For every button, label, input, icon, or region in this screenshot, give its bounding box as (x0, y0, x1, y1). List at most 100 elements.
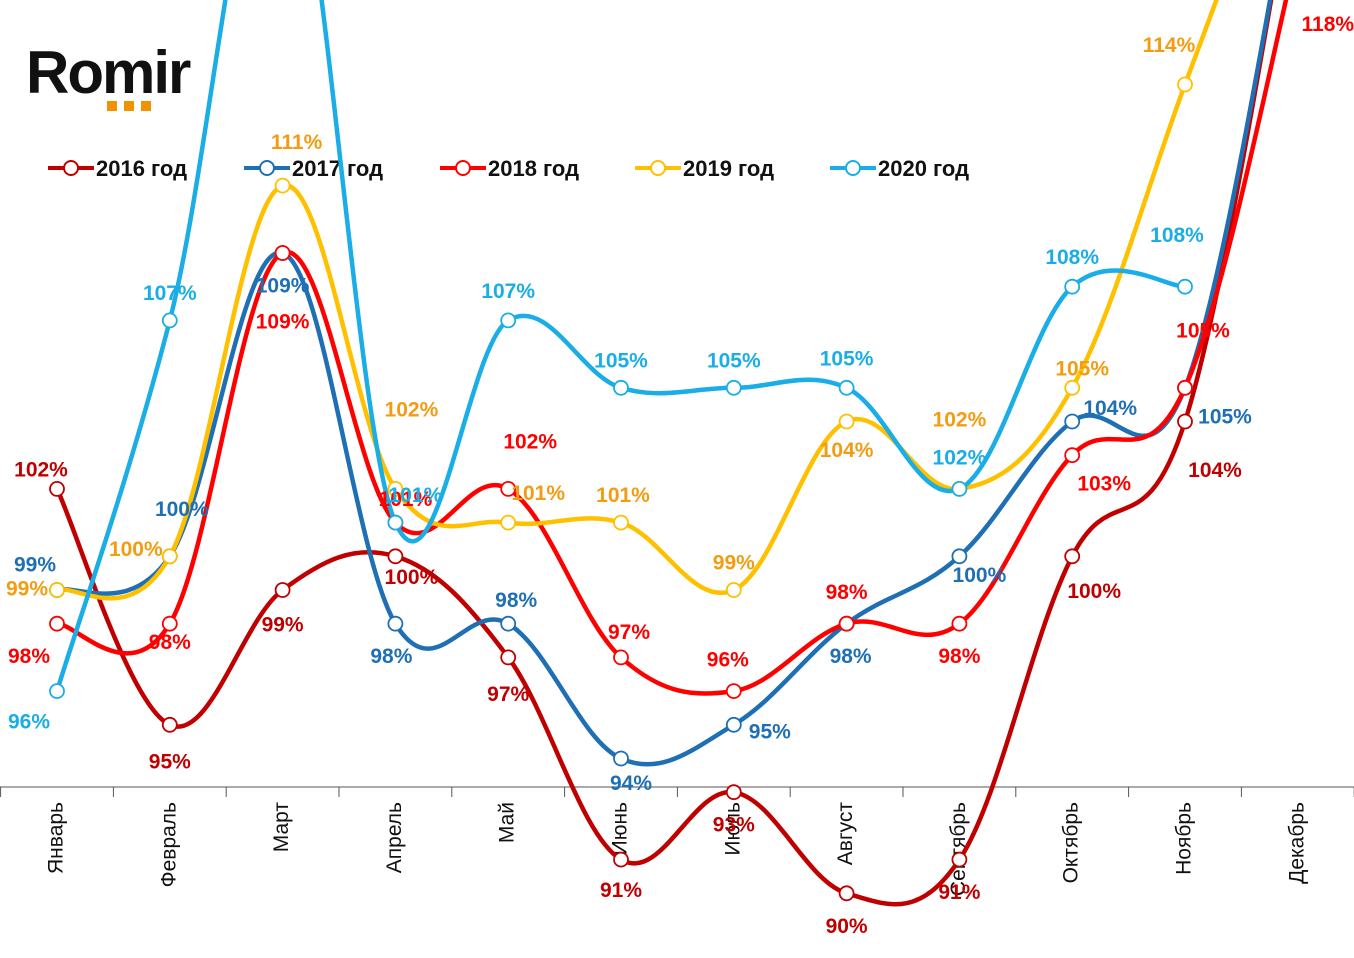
logo-dots (107, 98, 163, 111)
legend-label: 2017 год (292, 156, 383, 181)
legend-item: 2017 год (244, 156, 383, 181)
data-label: 98% (495, 589, 537, 612)
data-point (838, 379, 855, 396)
data-point (1064, 548, 1081, 565)
data-label: 108% (1045, 246, 1099, 269)
data-point (500, 480, 517, 497)
data-label: 95% (149, 750, 191, 773)
data-label: 114% (1143, 34, 1196, 57)
data-label: 98% (149, 631, 191, 654)
data-point (387, 480, 404, 497)
data-point (613, 851, 629, 868)
data-label: 102% (14, 458, 68, 481)
data-point (500, 514, 517, 531)
data-point (838, 885, 855, 902)
data-point (49, 683, 65, 699)
data-point (161, 716, 178, 733)
data-label: 97% (608, 621, 650, 644)
data-point (725, 716, 742, 733)
data-point (1177, 278, 1193, 295)
data-point (1064, 278, 1081, 295)
data-point (49, 615, 65, 632)
x-tick-label: Апрель (383, 802, 406, 873)
data-point (1064, 413, 1081, 430)
data-label: 102% (385, 398, 439, 421)
legend-label: 2016 год (96, 156, 187, 181)
data-label: 99% (6, 578, 48, 601)
data-point (838, 615, 855, 632)
data-point (951, 480, 968, 497)
data-point (1064, 447, 1081, 464)
data-point (725, 379, 742, 396)
data-point (1064, 379, 1081, 396)
data-point (951, 548, 968, 565)
data-label: 93% (713, 814, 755, 837)
legend-marker (845, 160, 861, 176)
data-point (161, 615, 178, 632)
data-label: 95% (749, 720, 791, 743)
data-point (725, 683, 742, 699)
data-label: 108% (1150, 224, 1204, 247)
data-labels: 102%95%99%100%97%91%93%90%91%100%104%121… (6, 13, 1354, 938)
data-label: 98% (370, 645, 412, 668)
legend-marker (455, 160, 471, 176)
data-point (274, 245, 291, 261)
data-label: 96% (707, 649, 749, 672)
legend-label: 2018 год (488, 156, 579, 181)
data-label: 101% (511, 482, 565, 505)
legend-item: 2016 год (48, 156, 187, 181)
data-label: 91% (938, 881, 980, 904)
x-axis: Январь Февраль Март Апрель Май Июнь Июль Август… (0, 786, 1354, 896)
data-point (387, 514, 404, 531)
legend-item: 2020 год (830, 156, 969, 181)
x-tick-label: Январь (45, 802, 68, 874)
data-point (613, 514, 629, 531)
data-label: 104% (1188, 459, 1242, 482)
series-line (54, 0, 1289, 696)
x-tick-label: Декабрь (1285, 802, 1308, 884)
x-tick-label: Октябрь (1060, 802, 1083, 883)
data-label: 98% (938, 645, 980, 668)
data-label: 101% (379, 488, 433, 511)
x-tick-label: Июль (721, 802, 744, 856)
data-point (951, 615, 968, 632)
x-tick-label: Март (270, 802, 293, 853)
series-line (54, 0, 1274, 907)
data-point (613, 750, 629, 767)
data-point (161, 548, 178, 565)
data-point (387, 615, 404, 632)
legend-item: 2019 год (635, 156, 774, 181)
data-point (49, 582, 65, 598)
legend-item: 2018 год (440, 156, 579, 181)
series-line (54, 0, 1219, 601)
data-label: 100% (155, 498, 209, 521)
data-label: 99% (713, 552, 755, 575)
data-point (838, 413, 855, 430)
data-point (951, 851, 968, 868)
data-label: 100% (1067, 580, 1121, 603)
data-label: 109% (256, 275, 310, 298)
data-label: 104% (1083, 397, 1137, 420)
data-label: 100% (385, 566, 439, 589)
data-point (1177, 413, 1193, 430)
data-label: 102% (933, 408, 987, 431)
data-label: 102% (503, 430, 557, 453)
data-point (274, 177, 291, 194)
data-label: 104% (820, 439, 874, 462)
data-label: 101% (596, 484, 650, 507)
series-lines (54, 0, 1289, 907)
data-point (1177, 379, 1193, 396)
data-label: 105% (594, 349, 648, 372)
data-label: 91% (600, 879, 642, 902)
data-label: 101% (389, 484, 443, 507)
data-label: 105% (707, 349, 761, 372)
data-label: 99% (14, 554, 56, 577)
romir-logo: Romir (26, 39, 191, 106)
data-point (161, 312, 178, 329)
data-label: 103% (1077, 473, 1131, 496)
data-point (49, 480, 65, 497)
data-label: 90% (826, 915, 868, 938)
data-label: 100% (953, 564, 1007, 587)
data-label: 102% (933, 446, 987, 469)
